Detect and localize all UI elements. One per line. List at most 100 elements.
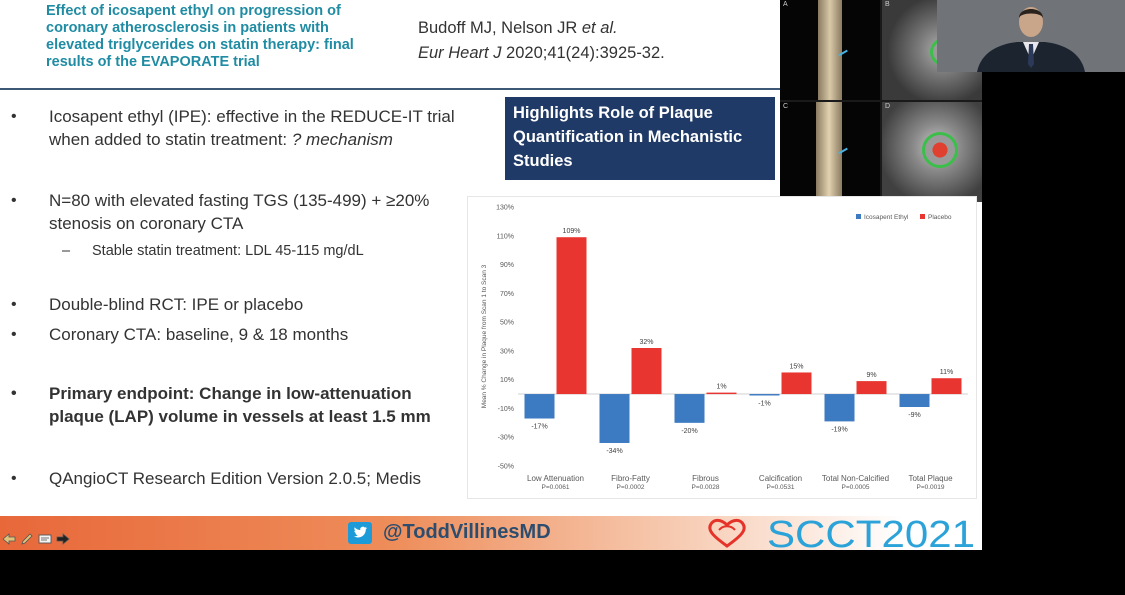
category-label: Calcification: [759, 474, 802, 483]
citation-et-al: et al.: [581, 19, 618, 37]
highlight-box: Highlights Role of Plaque Quantification…: [505, 97, 775, 180]
chart-svg: -50% -30% -10% 10% 30% 50% 70% 90% 110% 130% Mean …: [481, 205, 968, 491]
ct-label: B: [885, 1, 890, 8]
data-label: -9%: [908, 412, 920, 419]
bar-icosapent-ethyl: [749, 394, 780, 396]
bullet-marker: •: [11, 296, 17, 313]
presentation-slide: Effect of icosapent ethyl on progression…: [0, 0, 982, 550]
bullet-text: QAngioCT Research Edition Version 2.0.5;…: [49, 469, 421, 488]
data-label: 9%: [866, 372, 876, 379]
highlight-line: Studies: [513, 152, 573, 170]
pvalue-label: P=0.0061: [541, 484, 569, 491]
bar-placebo: [856, 381, 887, 395]
bullet-text: N=80 with elevated fasting TGS (135-499)…: [49, 191, 430, 210]
title-divider: [0, 88, 780, 90]
pvalue-label: P=0.0028: [691, 484, 719, 491]
bullet-marker: •: [11, 192, 17, 209]
data-label: 15%: [789, 363, 803, 370]
ct-image-d: D: [882, 102, 982, 202]
pvalue-label: P=0.0002: [616, 484, 644, 491]
bullet-text: when added to statin treatment:: [49, 130, 292, 149]
bar-icosapent-ethyl: [524, 394, 555, 419]
bar-icosapent-ethyl: [899, 394, 930, 408]
legend-label: Placebo: [928, 214, 952, 221]
sub-bullet-marker: –: [62, 243, 71, 259]
y-tick-label: 130%: [496, 205, 514, 212]
bar-placebo: [556, 237, 587, 395]
presentation-toolbar: [2, 530, 82, 550]
citation-journal: Eur Heart J 2020;41(24):3925-32.: [418, 44, 665, 63]
category-label: Fibrous: [692, 474, 719, 483]
data-label: -17%: [531, 424, 547, 431]
data-label: -20%: [681, 428, 697, 435]
pen-icon[interactable]: [20, 532, 34, 546]
bar-icosapent-ethyl: [674, 394, 705, 423]
arrow-left-icon[interactable]: [2, 532, 16, 546]
citation-authors-text: Budoff MJ, Nelson JR: [418, 19, 582, 37]
bottom-banner: @ToddVillinesMD SCCT2021: [0, 516, 982, 550]
speaker-silhouette: [937, 0, 1125, 72]
legend-swatch-icosapent: [856, 214, 861, 219]
legend-label: Icosapent Ethyl: [864, 214, 909, 221]
category-label: Total Plaque: [908, 474, 953, 483]
citation-journal-name: Eur Heart J: [418, 44, 502, 62]
arrow-right-icon[interactable]: [56, 532, 70, 546]
y-axis-label: Mean % Change in Plaque from Scan 1 to S…: [481, 264, 488, 408]
ct-image-c: C: [780, 102, 880, 202]
data-label: -1%: [758, 400, 770, 407]
bar-placebo: [781, 372, 812, 395]
y-tick-label: 50%: [500, 320, 514, 327]
category-label: Low Attenuation: [527, 474, 584, 483]
ct-label: A: [783, 1, 788, 8]
data-label: 109%: [563, 228, 581, 235]
y-tick-label: 110%: [497, 233, 514, 240]
twitter-icon: [348, 522, 372, 544]
pvalue-label: P=0.0531: [766, 484, 794, 491]
highlight-line: Quantification in Mechanistic: [513, 128, 743, 146]
ct-label: D: [885, 103, 891, 110]
plaque-change-chart: -50% -30% -10% 10% 30% 50% 70% 90% 110% 130% Mean …: [467, 196, 977, 499]
bar-icosapent-ethyl: [599, 394, 630, 443]
legend-swatch-placebo: [920, 214, 925, 219]
bullet-text: Icosapent ethyl (IPE): effective in the …: [49, 107, 455, 126]
bullet-text: stenosis on coronary CTA: [49, 214, 244, 233]
ct-label: C: [783, 103, 789, 110]
y-tick-label: 10%: [500, 377, 514, 384]
citation-journal-details: 2020;41(24):3925-32.: [501, 44, 665, 62]
bullet-marker: •: [11, 108, 17, 125]
category-label: Total Non-Calcified: [822, 474, 889, 483]
pvalue-label: P=0.0019: [916, 484, 944, 491]
y-tick-label: 30%: [500, 348, 514, 355]
y-tick-label: -50%: [498, 464, 514, 471]
bullet-marker: •: [11, 385, 17, 402]
data-label: -19%: [831, 426, 847, 433]
logo-text: SCCT2021: [767, 516, 975, 550]
bullet-marker: •: [11, 326, 17, 343]
bullet-text: Double-blind RCT: IPE or placebo: [49, 295, 304, 314]
y-tick-label: -10%: [498, 406, 514, 413]
pvalue-label: P=0.0005: [841, 484, 869, 491]
bullet-text: plaque (LAP) volume in vessels at least …: [49, 407, 431, 426]
bar-placebo: [706, 392, 737, 395]
highlight-line: Highlights Role of Plaque: [513, 104, 713, 122]
data-label: -34%: [606, 448, 622, 455]
bar-icosapent-ethyl: [824, 394, 855, 422]
y-tick-label: -30%: [498, 435, 514, 442]
bullet-text: Primary endpoint: Change in low-attenuat…: [49, 384, 412, 403]
slides-icon[interactable]: [38, 532, 52, 546]
bullet-italic-text: ? mechanism: [291, 130, 393, 149]
data-label: 11%: [940, 369, 954, 376]
data-label: 1%: [716, 384, 726, 391]
bullet-marker: •: [11, 470, 17, 487]
bullet-text: Coronary CTA: baseline, 9 & 18 months: [49, 325, 349, 344]
bar-placebo: [931, 378, 962, 395]
bar-placebo: [631, 348, 662, 395]
category-label: Fibro-Fatty: [611, 474, 650, 483]
twitter-handle: @ToddVillinesMD: [383, 521, 551, 543]
y-tick-label: 70%: [500, 291, 514, 298]
citation-authors: Budoff MJ, Nelson JR et al.: [418, 19, 618, 38]
scct-logo: SCCT2021: [708, 516, 975, 550]
data-label: 32%: [639, 339, 653, 346]
slide-title: Effect of icosapent ethyl on progression…: [46, 3, 354, 70]
speaker-video: [937, 0, 1125, 72]
